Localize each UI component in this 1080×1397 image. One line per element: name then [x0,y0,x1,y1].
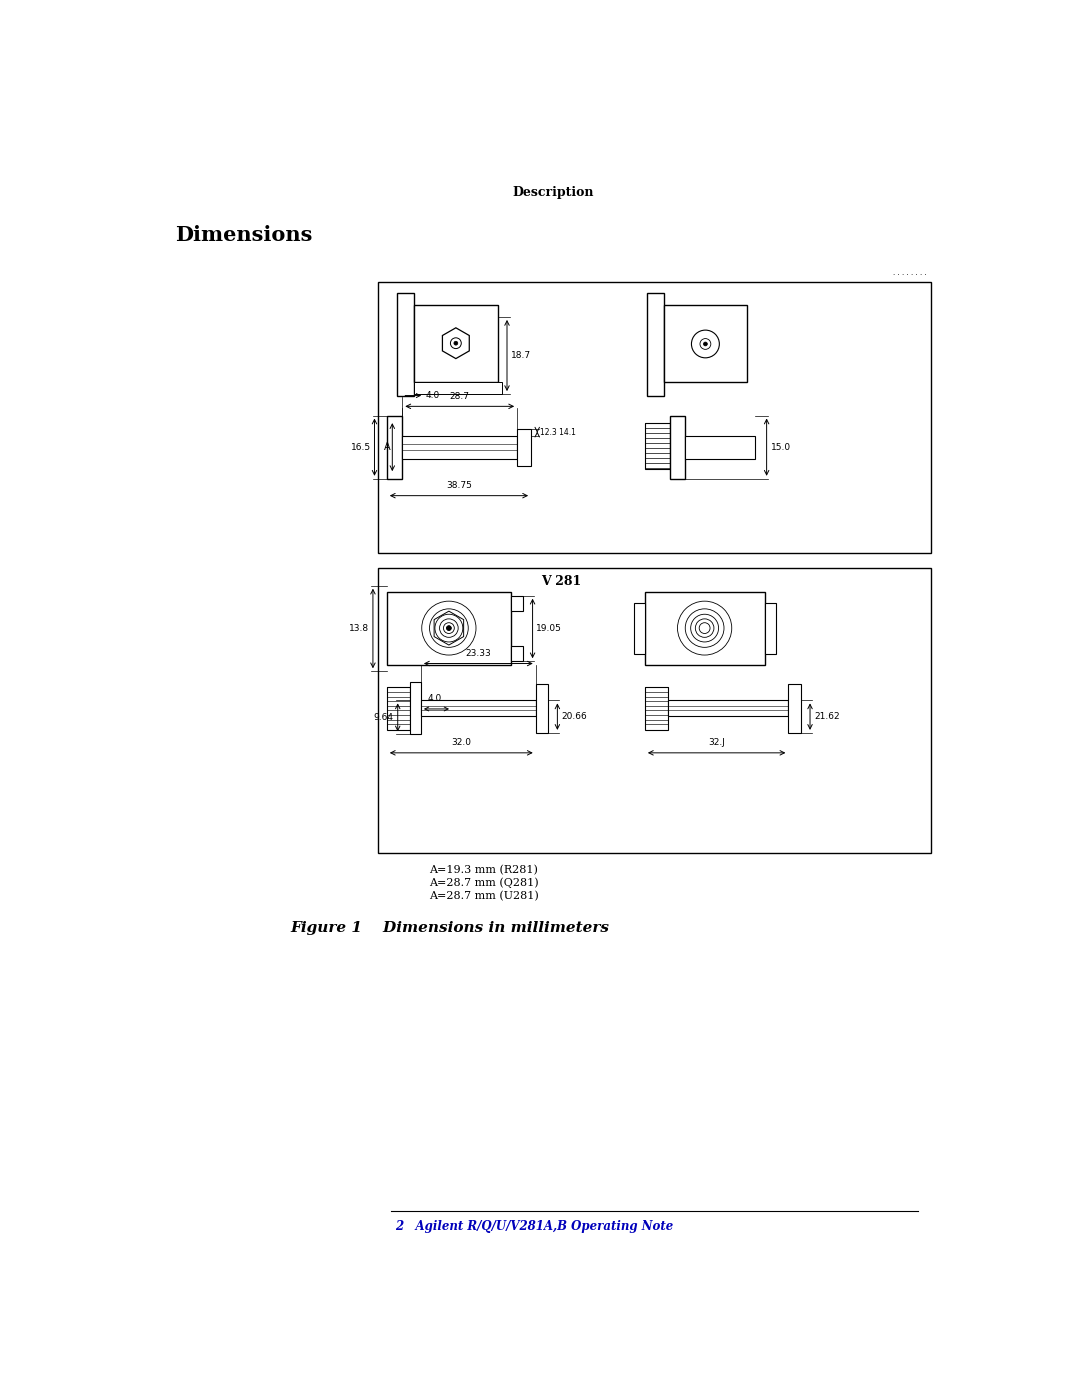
Bar [788,683,800,733]
Bar [414,305,498,381]
Bar [634,604,645,654]
Text: A=28.7 mm (Q281): A=28.7 mm (Q281) [430,877,539,888]
Bar [387,415,403,479]
Circle shape [700,338,711,349]
Circle shape [691,330,719,358]
Bar [410,682,421,735]
Bar [387,592,511,665]
Bar [645,592,765,665]
Text: 32.0: 32.0 [451,739,471,747]
Circle shape [454,341,458,345]
Bar [378,282,931,553]
Bar [511,645,524,661]
Bar [511,595,524,610]
Bar [647,293,663,395]
Text: · · · · · · · ·: · · · · · · · · [893,272,927,278]
Text: 4.0: 4.0 [428,694,442,703]
Text: 13.8: 13.8 [349,624,369,633]
Bar [645,687,669,729]
Bar [414,381,501,394]
Text: 15.0: 15.0 [770,443,791,451]
Text: A: A [383,441,390,453]
Circle shape [703,342,707,346]
Bar [403,436,517,458]
Text: Figure 1    Dimensions in millimeters: Figure 1 Dimensions in millimeters [291,922,609,936]
Text: 21.62: 21.62 [814,712,839,721]
Bar [685,436,755,458]
Text: A=28.7 mm (U281): A=28.7 mm (U281) [430,891,539,901]
Text: 2   Agilent R/Q/U/V281A,B Operating Note: 2 Agilent R/Q/U/V281A,B Operating Note [394,1220,673,1234]
Text: 12.3 14.1: 12.3 14.1 [540,427,577,437]
Text: 20.66: 20.66 [562,712,588,721]
Circle shape [446,626,451,630]
Circle shape [450,338,461,349]
Text: 38.75: 38.75 [446,482,472,490]
Bar [421,700,536,715]
Bar [536,683,548,733]
Bar [378,569,931,854]
Bar [414,305,498,381]
Text: 32.J: 32.J [708,739,725,747]
Bar [645,423,670,469]
Text: Description: Description [513,186,594,198]
Text: 23.33: 23.33 [465,650,491,658]
Text: A=19.3 mm (R281): A=19.3 mm (R281) [430,865,538,875]
Text: 9.64: 9.64 [374,712,394,722]
Bar [387,687,410,729]
Text: 16.5: 16.5 [351,443,370,451]
Text: 28.7: 28.7 [449,393,470,401]
Bar [765,604,775,654]
Bar [397,293,414,395]
Bar [517,429,531,465]
Bar [663,306,747,383]
Text: Dimensions: Dimensions [175,225,313,246]
Bar [670,415,685,479]
Polygon shape [443,328,470,359]
Text: V 281: V 281 [541,576,581,588]
Text: 4.0: 4.0 [426,391,440,400]
Text: 19.05: 19.05 [537,624,563,633]
Bar [669,700,788,715]
Text: 18.7: 18.7 [511,351,531,360]
